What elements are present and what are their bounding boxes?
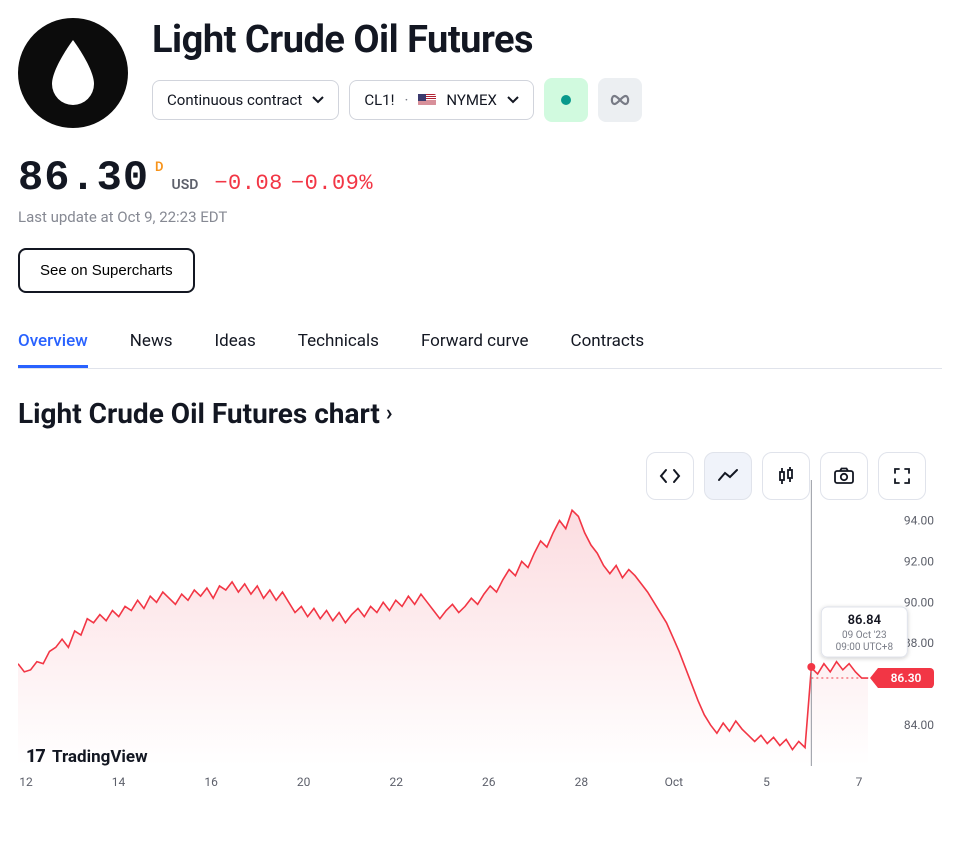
x-tick-label: 28 bbox=[575, 775, 589, 789]
area-chart-button[interactable] bbox=[704, 452, 752, 500]
continuous-toggle-button[interactable] bbox=[598, 78, 642, 122]
code-icon bbox=[659, 468, 681, 484]
contract-selector-label: Continuous contract bbox=[167, 91, 302, 109]
price-currency: USD bbox=[172, 177, 199, 193]
exchange-name: NYMEX bbox=[446, 91, 497, 109]
chart-price-tag: 86.30 bbox=[870, 668, 934, 688]
x-tick-label: 22 bbox=[389, 775, 403, 789]
tab-overview[interactable]: Overview bbox=[18, 331, 88, 368]
y-tick-label: 92.00 bbox=[904, 554, 934, 568]
x-tick-label: 16 bbox=[204, 775, 218, 789]
symbol-code: CL1! bbox=[364, 91, 394, 109]
fullscreen-button[interactable] bbox=[878, 452, 926, 500]
chart-title-text: Light Crude Oil Futures chart bbox=[18, 397, 380, 430]
price-value: 86.30 bbox=[18, 154, 149, 202]
oil-drop-icon bbox=[46, 38, 100, 108]
tab-news[interactable]: News bbox=[130, 331, 173, 368]
chevron-down-icon bbox=[312, 96, 324, 104]
tab-technicals[interactable]: Technicals bbox=[298, 331, 379, 368]
svg-text:09 Oct '23: 09 Oct '23 bbox=[842, 630, 887, 641]
chevron-right-icon: › bbox=[386, 401, 393, 426]
x-tick-label: 26 bbox=[482, 775, 496, 789]
tradingview-watermark: 17 TradingView bbox=[26, 746, 148, 767]
last-update-text: Last update at Oct 9, 22:23 EDT bbox=[18, 208, 942, 226]
chart-title-link[interactable]: Light Crude Oil Futures chart › bbox=[18, 397, 942, 430]
x-tick-label: 20 bbox=[297, 775, 311, 789]
candlestick-icon bbox=[776, 466, 796, 486]
x-tick-label: 7 bbox=[856, 775, 863, 789]
status-dot-icon bbox=[561, 95, 571, 105]
tab-ideas[interactable]: Ideas bbox=[215, 331, 256, 368]
price-change-abs: −0.08 bbox=[214, 171, 283, 196]
x-tick-label: 14 bbox=[112, 775, 126, 789]
x-tick-label: Oct bbox=[665, 775, 684, 789]
fullscreen-icon bbox=[893, 467, 911, 485]
price-indicator: D bbox=[155, 160, 163, 175]
y-tick-label: 88.00 bbox=[904, 636, 934, 650]
page-title: Light Crude Oil Futures bbox=[152, 18, 942, 62]
infinity-icon bbox=[609, 94, 631, 106]
x-tick-label: 12 bbox=[19, 775, 33, 789]
separator-dot: · bbox=[404, 91, 408, 109]
chevron-down-icon bbox=[507, 96, 519, 104]
see-supercharts-button[interactable]: See on Supercharts bbox=[18, 248, 195, 293]
svg-text:86.30: 86.30 bbox=[891, 671, 922, 685]
instrument-logo bbox=[18, 18, 128, 128]
price-change-pct: −0.09% bbox=[291, 171, 373, 196]
tab-bar: Overview News Ideas Technicals Forward curve… bbox=[18, 331, 942, 369]
market-status-button[interactable] bbox=[544, 78, 588, 122]
chart-highlight-dot bbox=[807, 663, 815, 671]
svg-text:86.84: 86.84 bbox=[848, 613, 882, 628]
svg-text:TradingView: TradingView bbox=[52, 747, 148, 767]
contract-selector[interactable]: Continuous contract bbox=[152, 80, 339, 120]
svg-text:09:00 UTC+8: 09:00 UTC+8 bbox=[836, 642, 894, 653]
symbol-selector[interactable]: CL1! · NYMEX bbox=[349, 80, 534, 120]
embed-code-button[interactable] bbox=[646, 452, 694, 500]
svg-text:17: 17 bbox=[26, 746, 45, 767]
area-chart-icon bbox=[717, 468, 739, 484]
y-tick-label: 94.00 bbox=[904, 513, 934, 527]
snapshot-button[interactable] bbox=[820, 452, 868, 500]
y-tick-label: 90.00 bbox=[904, 595, 934, 609]
camera-icon bbox=[833, 467, 855, 485]
us-flag-icon bbox=[418, 94, 436, 106]
candle-chart-button[interactable] bbox=[762, 452, 810, 500]
price-chart[interactable]: 84.0086.0088.0090.0092.0094.001214162022… bbox=[18, 450, 942, 790]
tab-forward-curve[interactable]: Forward curve bbox=[421, 331, 529, 368]
y-tick-label: 84.00 bbox=[904, 718, 934, 732]
tab-contracts[interactable]: Contracts bbox=[571, 331, 645, 368]
x-tick-label: 5 bbox=[763, 775, 770, 789]
chart-tooltip: 86.84 09 Oct '23 09:00 UTC+8 bbox=[821, 607, 907, 657]
